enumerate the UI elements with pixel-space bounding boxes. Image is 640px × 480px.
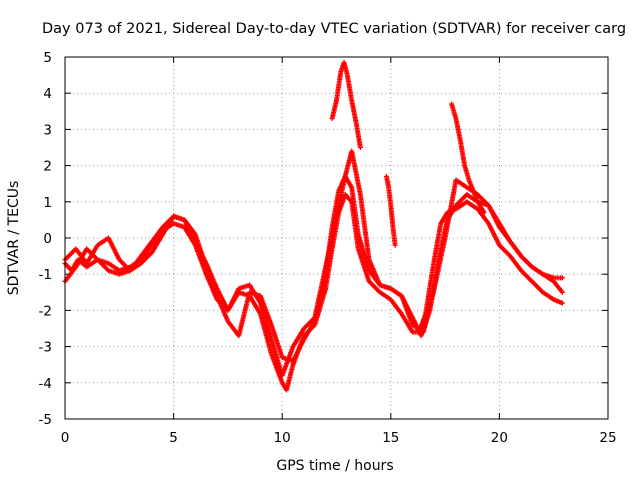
- series-spike-18h: [449, 101, 487, 216]
- x-tick-label: 20: [491, 430, 508, 446]
- data-point: [481, 210, 487, 216]
- y-tick-label: -1: [39, 267, 52, 283]
- y-tick-label: -3: [39, 340, 52, 356]
- y-tick-label: 5: [43, 50, 52, 66]
- y-tick-label: -5: [39, 412, 52, 428]
- data-points: [62, 59, 565, 393]
- x-tick-label: 25: [599, 430, 616, 446]
- series-spike-13h: [329, 59, 363, 150]
- y-tick-label: -2: [39, 303, 52, 319]
- x-tick-label: 15: [382, 430, 399, 446]
- data-point: [357, 145, 363, 150]
- y-tick-label: 0: [43, 231, 52, 247]
- y-tick-label: -4: [39, 376, 52, 392]
- y-tick-label: 3: [43, 122, 52, 138]
- y-tick-label: 4: [43, 86, 52, 102]
- plot-frame: [64, 56, 609, 420]
- data-point: [559, 300, 565, 306]
- data-point: [392, 242, 398, 248]
- y-tick-label: 1: [43, 195, 52, 211]
- x-axis-label: GPS time / hours: [276, 458, 393, 474]
- chart-title: Day 073 of 2021, Sidereal Day-to-day VTE…: [42, 21, 626, 37]
- y-tick-label: 2: [43, 159, 52, 175]
- grid: [65, 57, 608, 419]
- data-point: [559, 275, 565, 281]
- x-tick-label: 5: [169, 430, 178, 446]
- series-track-3: [62, 148, 565, 379]
- series-spike-15h: [383, 173, 398, 248]
- y-axis-label: SDTVAR / TECUs: [6, 181, 22, 296]
- data-point: [559, 289, 565, 295]
- x-tick-label: 10: [274, 430, 291, 446]
- x-tick-label: 0: [61, 430, 70, 446]
